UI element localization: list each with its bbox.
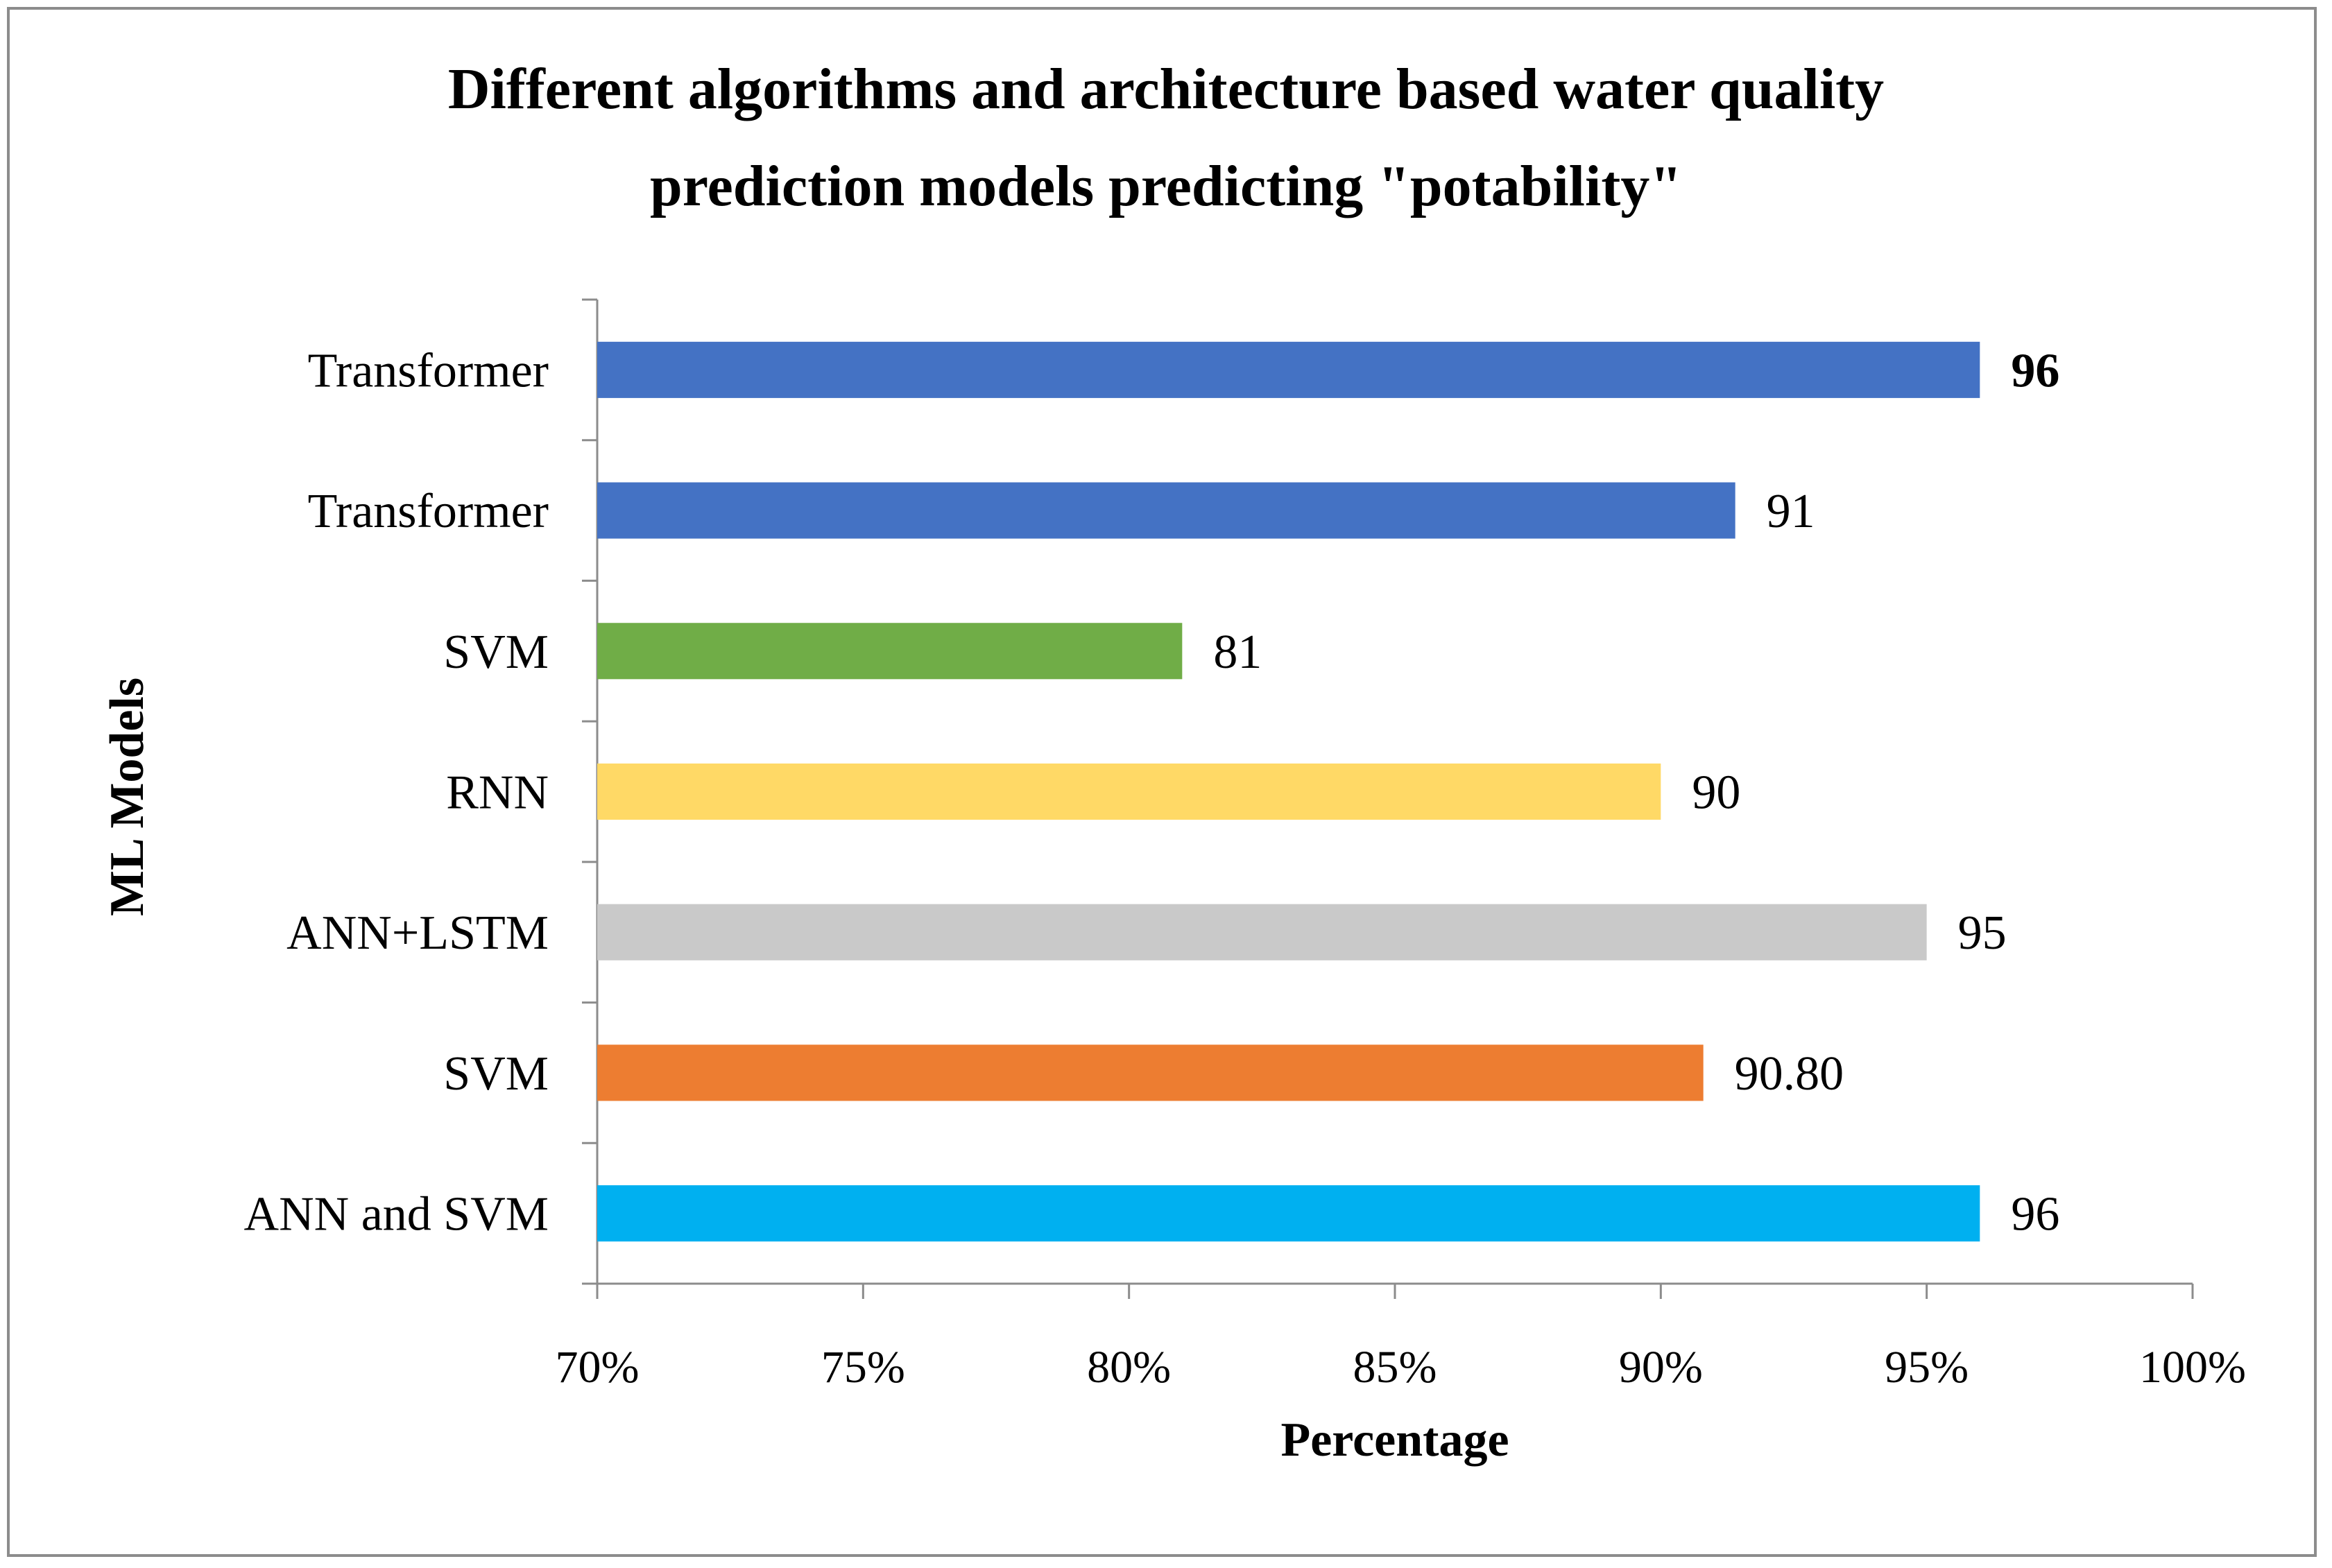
category-label: SVM bbox=[443, 1047, 549, 1101]
bar bbox=[597, 904, 1927, 960]
category-label: RNN bbox=[446, 766, 549, 820]
chart-title-line-1: Different algorithms and architecture ba… bbox=[448, 57, 1884, 121]
bar bbox=[597, 623, 1183, 680]
bar bbox=[597, 1185, 1980, 1242]
bar bbox=[597, 763, 1661, 820]
chart-frame: Different algorithms and architecture ba… bbox=[7, 7, 2317, 1557]
x-tick-label: 95% bbox=[1885, 1342, 1969, 1393]
category-label: ANN+LSTM bbox=[286, 906, 549, 960]
data-label: 96 bbox=[2011, 344, 2059, 397]
data-label: 90 bbox=[1692, 766, 1740, 820]
data-label: 90.80 bbox=[1735, 1047, 1844, 1101]
x-tick-label: 70% bbox=[556, 1342, 640, 1393]
data-label: 91 bbox=[1767, 485, 1815, 538]
data-label: 95 bbox=[1958, 906, 2007, 960]
bar bbox=[597, 482, 1735, 539]
category-label: Transformer bbox=[308, 344, 549, 397]
bar-chart: Different algorithms and architecture ba… bbox=[101, 57, 2246, 1467]
data-label: 81 bbox=[1213, 626, 1262, 679]
plot-area: 70% 75% 80% 85% 90% 95% 100% Transformer 96 Trans… bbox=[244, 298, 2246, 1393]
x-tick-label: 80% bbox=[1087, 1342, 1171, 1393]
x-axis-title: Percentage bbox=[1280, 1413, 1509, 1467]
category-label: SVM bbox=[443, 626, 549, 679]
y-axis-title: ML Models bbox=[101, 678, 154, 916]
chart-title-line-2: prediction models predicting "potability… bbox=[650, 154, 1682, 218]
x-tick-label: 85% bbox=[1353, 1342, 1437, 1393]
category-label: Transformer bbox=[308, 485, 549, 538]
x-tick-label: 75% bbox=[821, 1342, 905, 1393]
category-label: ANN and SVM bbox=[244, 1188, 549, 1241]
x-tick-label: 90% bbox=[1619, 1342, 1703, 1393]
bar bbox=[597, 341, 1980, 398]
data-label: 96 bbox=[2011, 1188, 2059, 1241]
bar bbox=[597, 1044, 1704, 1101]
x-tick-label: 100% bbox=[2139, 1342, 2246, 1393]
